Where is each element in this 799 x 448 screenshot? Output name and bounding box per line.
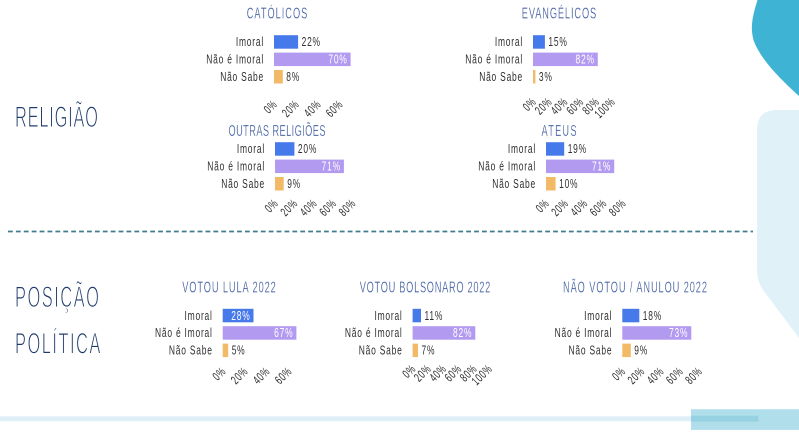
svg-text:Imoral: Imoral xyxy=(508,143,536,157)
svg-text:Não é Imoral: Não é Imoral xyxy=(345,327,403,341)
svg-text:Não é Imoral: Não é Imoral xyxy=(206,53,264,67)
svg-text:VOTOU LULA 2022: VOTOU LULA 2022 xyxy=(182,279,276,296)
svg-text:POSIÇÃO: POSIÇÃO xyxy=(15,281,99,314)
svg-text:Não é Imoral: Não é Imoral xyxy=(478,160,536,174)
svg-text:OUTRAS RELIGIÕES: OUTRAS RELIGIÕES xyxy=(228,121,325,139)
svg-text:CATÓLICOS: CATÓLICOS xyxy=(247,4,308,22)
svg-text:11%: 11% xyxy=(425,309,444,323)
svg-text:9%: 9% xyxy=(287,177,301,191)
svg-text:Não Sabe: Não Sabe xyxy=(359,344,403,358)
svg-text:82%: 82% xyxy=(576,53,595,67)
svg-text:18%: 18% xyxy=(643,309,662,323)
svg-text:10%: 10% xyxy=(559,177,578,191)
svg-text:Não Sabe: Não Sabe xyxy=(479,70,523,84)
svg-text:22%: 22% xyxy=(302,36,321,50)
svg-text:71%: 71% xyxy=(592,160,611,174)
svg-text:82%: 82% xyxy=(453,327,472,341)
svg-text:70%: 70% xyxy=(328,53,347,67)
svg-text:Não é Imoral: Não é Imoral xyxy=(207,160,265,174)
svg-text:Imoral: Imoral xyxy=(374,309,402,323)
svg-text:9%: 9% xyxy=(634,344,648,358)
svg-text:POLÍTICA: POLÍTICA xyxy=(15,328,101,361)
svg-text:8%: 8% xyxy=(286,70,300,84)
svg-text:Não Sabe: Não Sabe xyxy=(220,70,264,84)
svg-text:Não Sabe: Não Sabe xyxy=(569,344,613,358)
svg-text:Não é Imoral: Não é Imoral xyxy=(155,327,213,341)
svg-text:Imoral: Imoral xyxy=(236,36,264,50)
svg-text:Não Sabe: Não Sabe xyxy=(169,344,213,358)
svg-text:Não Sabe: Não Sabe xyxy=(492,177,536,191)
svg-text:67%: 67% xyxy=(274,327,293,341)
svg-text:VOTOU BOLSONARO 2022: VOTOU BOLSONARO 2022 xyxy=(360,279,491,296)
svg-text:5%: 5% xyxy=(232,344,246,358)
svg-text:15%: 15% xyxy=(548,36,567,50)
svg-text:NÃO VOTOU / ANULOU 2022: NÃO VOTOU / ANULOU 2022 xyxy=(563,279,707,296)
svg-text:Não é Imoral: Não é Imoral xyxy=(555,327,613,341)
svg-text:Imoral: Imoral xyxy=(237,143,265,157)
svg-text:71%: 71% xyxy=(322,160,341,174)
svg-text:Imoral: Imoral xyxy=(495,36,523,50)
svg-text:Imoral: Imoral xyxy=(584,309,612,323)
svg-text:Não Sabe: Não Sabe xyxy=(221,177,265,191)
svg-text:28%: 28% xyxy=(231,309,250,323)
svg-text:19%: 19% xyxy=(568,143,587,157)
svg-text:Não é Imoral: Não é Imoral xyxy=(465,53,523,67)
svg-text:RELIGIÃO: RELIGIÃO xyxy=(15,101,98,134)
svg-text:Imoral: Imoral xyxy=(185,309,213,323)
svg-text:ATEUS: ATEUS xyxy=(542,123,577,140)
svg-text:7%: 7% xyxy=(422,344,436,358)
svg-text:EVANGÉLICOS: EVANGÉLICOS xyxy=(522,4,596,22)
svg-text:3%: 3% xyxy=(539,70,553,84)
svg-text:73%: 73% xyxy=(669,327,688,341)
svg-text:20%: 20% xyxy=(298,143,317,157)
